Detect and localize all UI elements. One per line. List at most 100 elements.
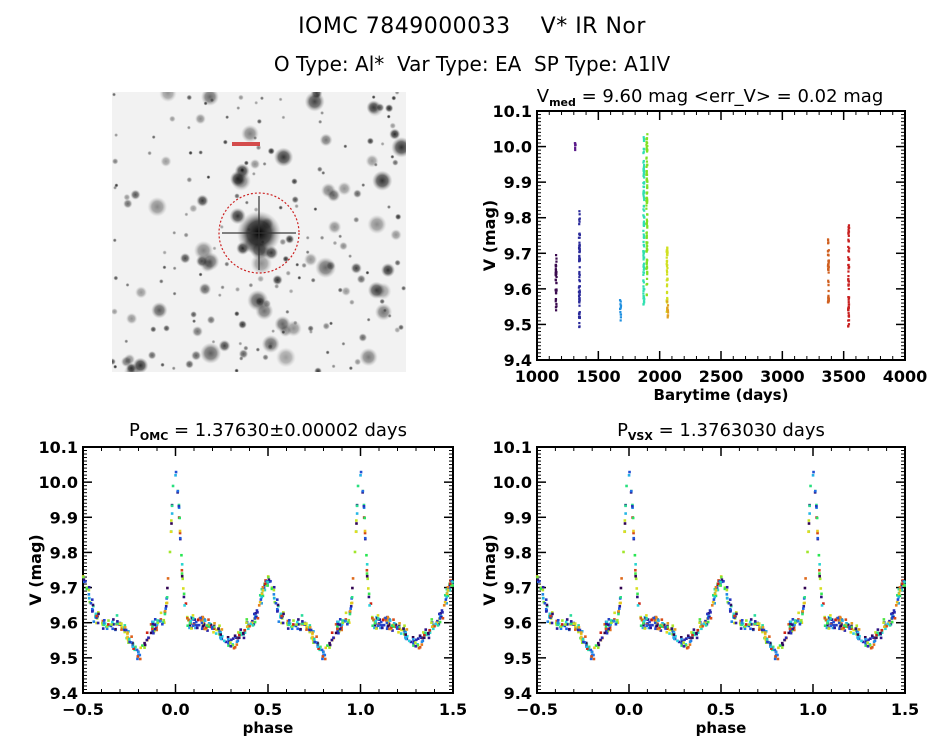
data-point [642,263,645,267]
data-point [641,626,645,630]
star [371,95,376,100]
data-point [220,628,224,631]
data-point [670,629,674,632]
data-point [642,279,645,282]
data-point [126,631,129,634]
data-point [207,618,210,621]
data-point [866,644,870,648]
data-point [645,241,648,244]
data-point [761,624,764,627]
data-point [829,614,832,617]
phase-omc-title-sub: OMC [139,430,169,443]
data-point [255,609,259,612]
data-point [673,628,677,631]
data-point [850,622,854,625]
data-point [900,588,904,592]
data-point [337,631,340,635]
data-point [816,529,819,533]
data-point [107,624,111,628]
data-point [642,194,645,197]
data-point [734,611,738,614]
data-point [597,643,601,647]
data-point [791,627,795,631]
data-point [546,620,550,623]
star [262,354,269,361]
data-point [642,148,646,151]
data-point [387,623,391,626]
data-point [242,636,246,640]
data-point [661,622,664,625]
data-point [188,623,192,627]
star [387,313,392,318]
star [353,189,362,199]
data-point [788,629,792,633]
data-point [120,625,123,628]
data-point [679,635,683,639]
data-point [829,624,833,627]
data-point [844,618,848,621]
data-point [260,601,263,605]
data-point [241,631,245,635]
star [168,115,176,123]
data-point [436,624,440,627]
data-point [363,516,366,520]
data-point [882,621,885,624]
data-point [708,609,712,612]
data-point [581,638,585,641]
star [294,203,299,209]
data-point [136,657,139,661]
star [189,204,198,213]
data-point [560,623,564,626]
data-point [836,616,840,620]
data-point [753,620,757,623]
data-point [730,620,734,623]
data-point [87,588,91,592]
data-point [203,627,206,631]
data-point [645,232,648,235]
data-point [642,254,645,257]
data-point [761,626,765,629]
data-point [834,618,837,622]
star [219,224,224,230]
data-point [807,519,811,522]
data-point [788,624,792,628]
data-point [305,628,308,631]
data-point [804,577,807,580]
data-point [107,619,110,622]
data-point [768,635,771,638]
data-point [578,220,581,223]
data-point [582,640,585,644]
data-point [178,531,182,535]
star [250,252,273,275]
data-point [579,632,583,636]
data-point [645,218,648,221]
data-point [390,624,394,628]
data-point [639,616,643,620]
data-point [101,627,105,630]
data-point [642,196,646,199]
data-point [847,308,850,311]
star [274,315,291,333]
phase-vsx-title-sub: VSX [627,430,653,443]
timeseries-xtick-label: 3000 [760,367,805,386]
data-point [182,595,186,599]
data-point [219,636,222,639]
star [297,275,302,280]
data-point [398,627,401,630]
data-point [632,536,636,540]
data-point [412,641,415,645]
data-point [243,629,246,632]
data-point [362,504,366,508]
data-point [103,618,106,622]
data-point [194,626,197,630]
data-point [317,647,320,650]
data-point [838,627,841,631]
data-point [162,618,166,622]
data-point [801,607,805,610]
data-point [863,635,867,639]
data-point [389,627,393,631]
star [234,310,240,317]
data-point [245,625,249,629]
star [281,115,286,120]
data-point [404,637,408,641]
